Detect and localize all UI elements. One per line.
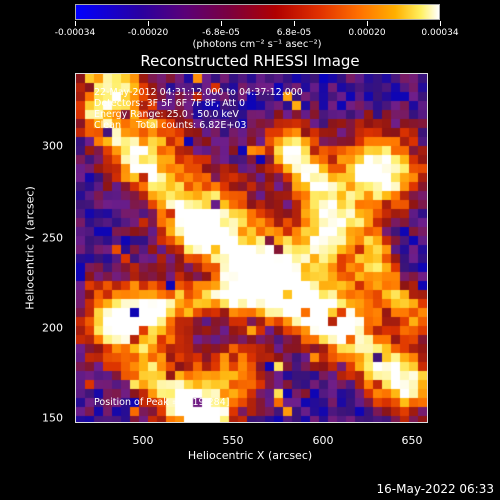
colorbar-tick-label: 6.8e-05 — [276, 28, 312, 38]
y-tick-label: 300 — [42, 139, 63, 153]
x-tick-label: 550 — [222, 434, 244, 447]
colorbar-tick — [367, 21, 368, 26]
colorbar-tick-label: -0.00020 — [127, 28, 169, 38]
footer-date: 16-May-2022 06:33 — [376, 482, 494, 496]
colorbar-tick — [440, 21, 441, 26]
heatmap-image — [76, 74, 427, 422]
x-tick-label: 500 — [132, 434, 154, 447]
x-axis-label: Heliocentric X (arcsec) — [187, 449, 313, 462]
annotation-peak: Position of Peak = [619,284] — [94, 397, 230, 408]
colorbar-tick-label: -0.00034 — [54, 28, 96, 38]
annotation-clean: Clean Total counts: 6.82E+03 — [94, 120, 247, 131]
annotation-energy: Energy Range: 25.0 - 50.0 keV — [94, 109, 239, 120]
colorbar-tick — [75, 21, 76, 26]
y-tick-label: 200 — [42, 321, 63, 335]
colorbar-tick — [221, 21, 222, 26]
x-tick-label: 600 — [312, 434, 334, 447]
x-tick-label: 650 — [401, 434, 423, 447]
colorbar-units: (photons cm⁻² s⁻¹ asec⁻²) — [192, 39, 322, 50]
annotation-time: 22-May-2012 04:31:12.000 to 04:37:12.000 — [94, 87, 303, 98]
colorbar-tick-label: -6.8e-05 — [202, 28, 240, 38]
plot-area: 22-May-2012 04:31:12.000 to 04:37:12.000… — [75, 73, 428, 423]
y-axis-label: Heliocentric Y (arcsec) — [23, 186, 37, 310]
colorbar-tick — [148, 21, 149, 26]
colorbar — [75, 4, 440, 20]
colorbar-tick-label: 0.00020 — [348, 28, 386, 38]
plot-title: Reconstructed RHESSI Image — [140, 52, 360, 70]
colorbar-tick-label: 0.00034 — [421, 28, 459, 38]
colorbar-tick — [294, 21, 295, 26]
y-tick-label: 250 — [42, 231, 63, 245]
annotation-detectors: Detectors: 3F 5F 6F 7F 8F, Att 0 — [94, 98, 246, 109]
y-tick-label: 150 — [42, 411, 63, 425]
